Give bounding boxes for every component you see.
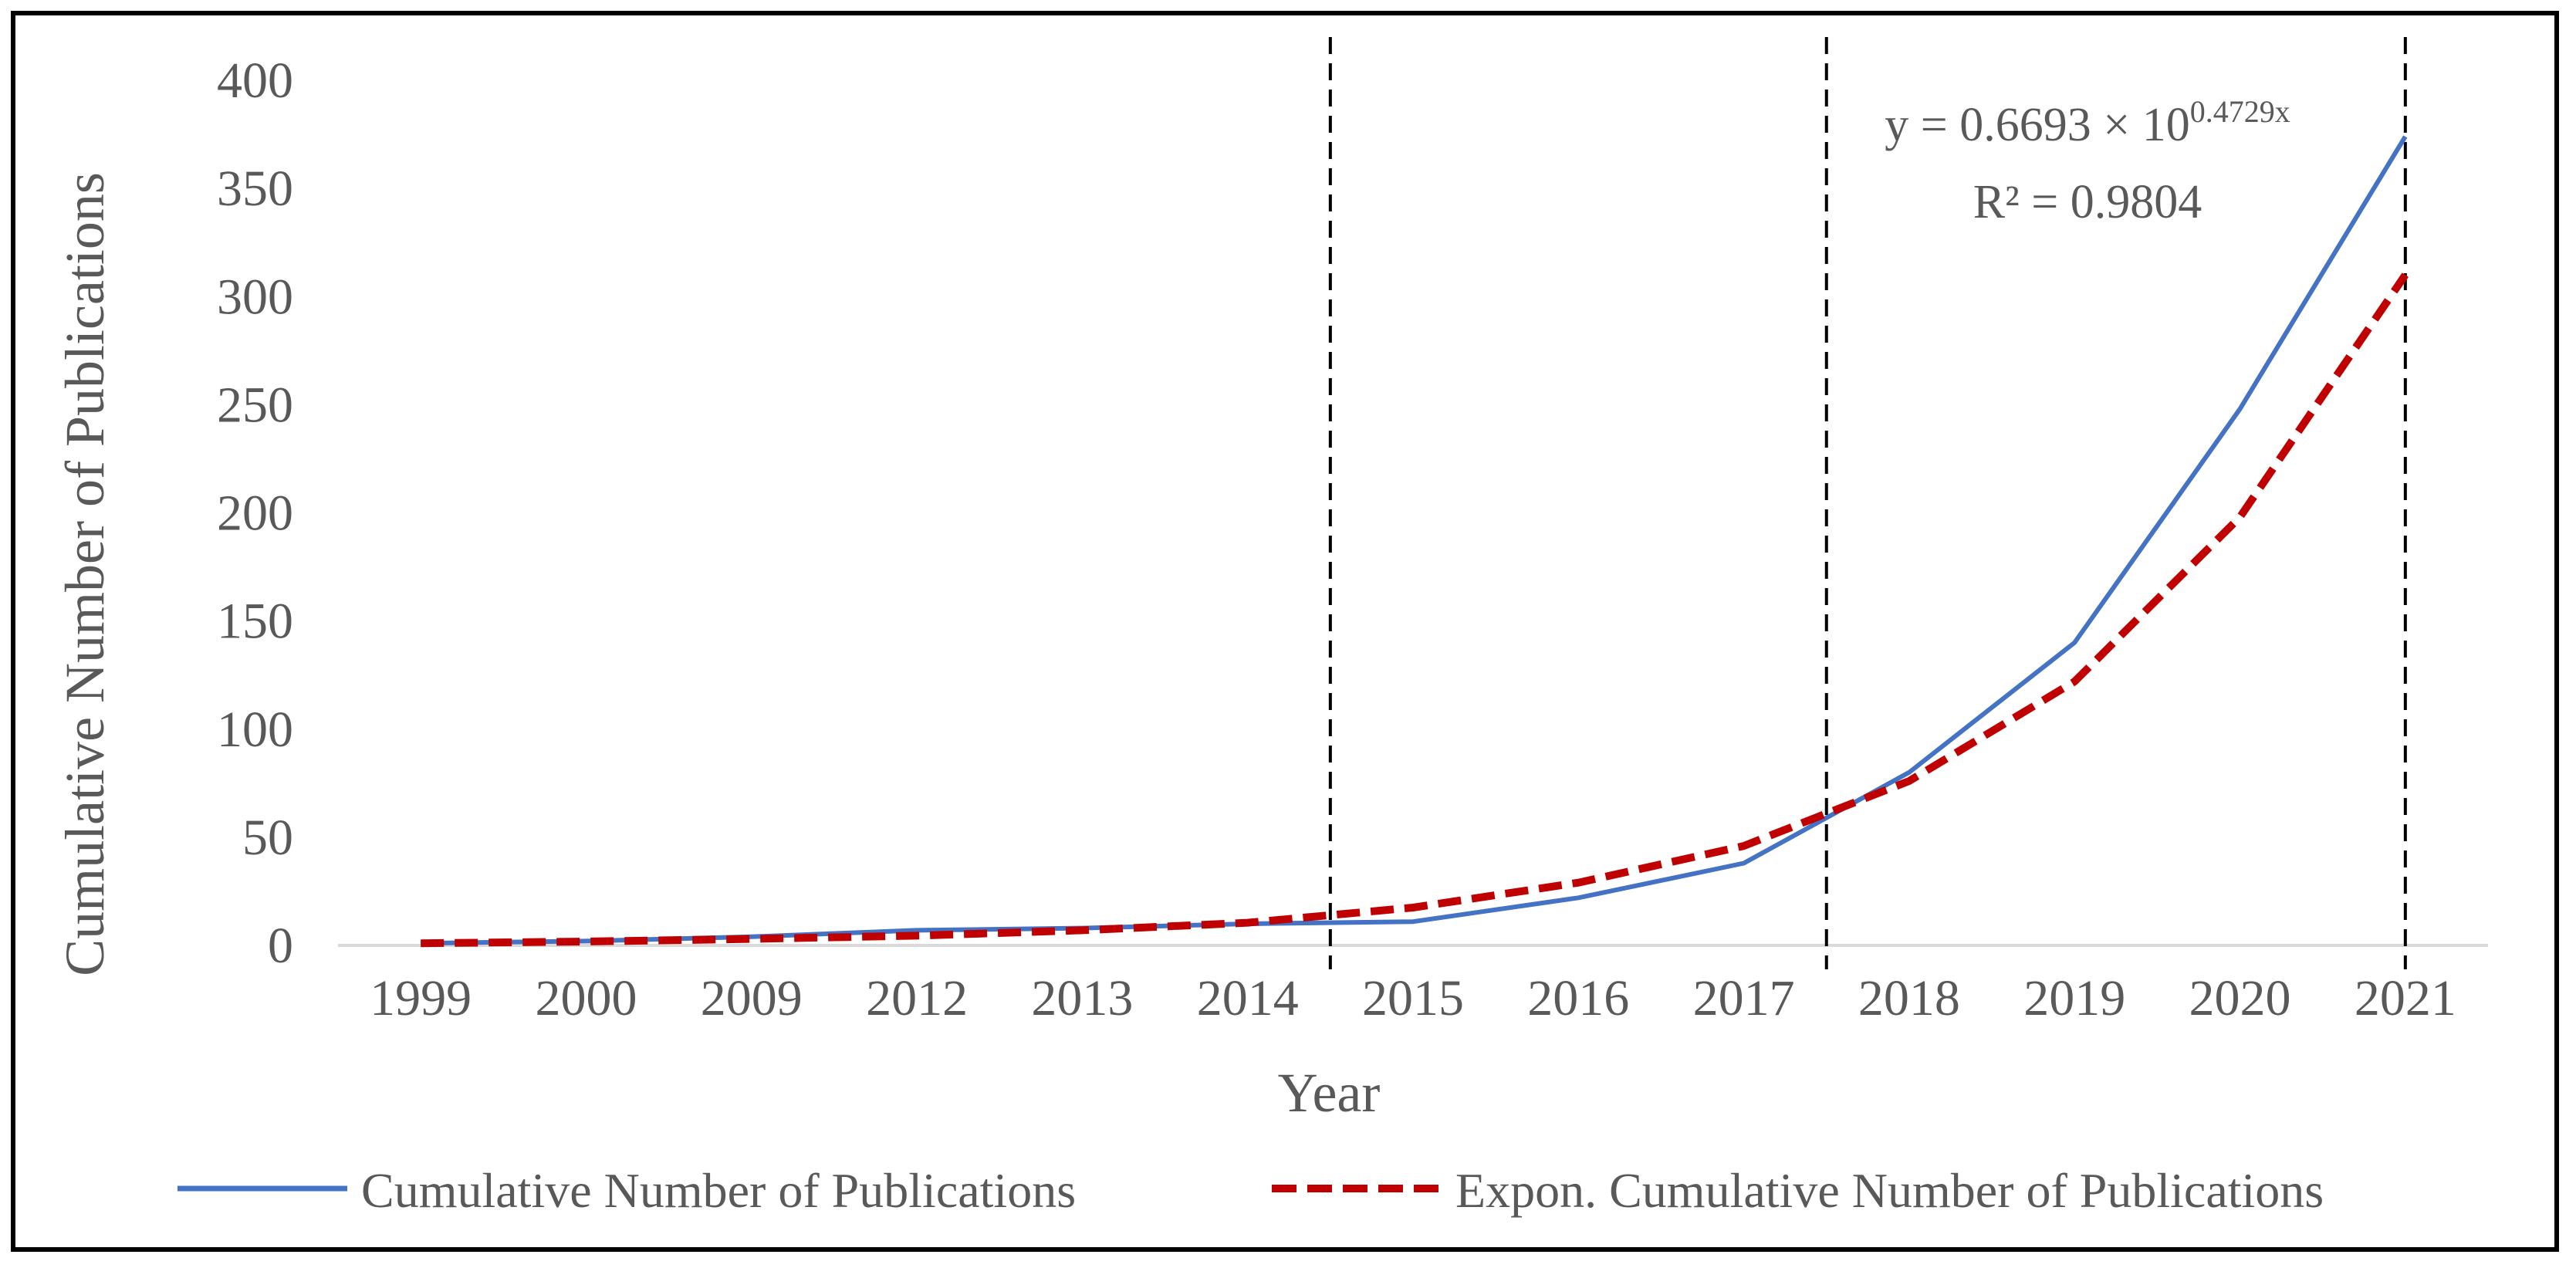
- x-tick-label: 2012: [866, 970, 968, 1026]
- x-tick-label: 2014: [1197, 970, 1299, 1026]
- chart-frame: 0 50 100 150 200 250 300 350 400 1999 2000 2009 201…: [11, 11, 2559, 1252]
- y-tick-label: 100: [217, 702, 293, 758]
- y-tick-label: 50: [242, 810, 293, 866]
- y-axis-ticks: 0 50 100 150 200 250 300 350 400: [217, 52, 293, 974]
- y-tick-label: 200: [217, 485, 293, 542]
- equation-text: y = 0.6693 × 100.4729x: [1885, 94, 2290, 151]
- series-group: [421, 135, 2409, 948]
- vertical-dividers: [1328, 37, 2407, 969]
- trendline-equation: y = 0.6693 × 100.4729x R² = 0.9804: [1885, 94, 2290, 228]
- legend-label-cumulative: Cumulative Number of Publications: [361, 1163, 1076, 1218]
- x-tick-label: 2017: [1693, 970, 1795, 1026]
- x-tick-label: 2020: [2189, 970, 2291, 1026]
- x-axis-ticks: 1999 2000 2009 2012 2013 2014 2015 2016 2017 2018…: [370, 970, 2456, 1026]
- x-tick-label: 1999: [370, 970, 472, 1026]
- y-tick-label: 0: [268, 918, 293, 974]
- legend: Cumulative Number of Publications Expon.…: [177, 1163, 2324, 1218]
- y-tick-label: 150: [217, 593, 293, 650]
- x-axis-label: Year: [1278, 1062, 1381, 1124]
- y-tick-label: 350: [217, 161, 293, 217]
- x-tick-label: 2009: [701, 970, 803, 1026]
- series-line-cumulative: [421, 135, 2408, 946]
- y-tick-label: 250: [217, 377, 293, 433]
- r-squared-text: R² = 0.9804: [1973, 176, 2202, 228]
- series-line-expon: [421, 272, 2409, 948]
- x-tick-label: 2013: [1031, 970, 1133, 1026]
- y-tick-label: 400: [217, 52, 293, 109]
- legend-label-expon: Expon. Cumulative Number of Publications: [1455, 1163, 2324, 1218]
- equation-exponent: 0.4729x: [2190, 94, 2290, 129]
- x-tick-label: 2018: [1858, 970, 1960, 1026]
- x-tick-label: 2016: [1527, 970, 1629, 1026]
- y-axis-label: Cumulative Number of Publications: [54, 172, 116, 976]
- x-tick-label: 2021: [2355, 970, 2456, 1026]
- x-tick-label: 2015: [1362, 970, 1464, 1026]
- x-tick-label: 2000: [535, 970, 637, 1026]
- chart-svg: 0 50 100 150 200 250 300 350 400 1999 2000 2009 201…: [54, 37, 2488, 1218]
- y-tick-label: 300: [217, 269, 293, 325]
- x-tick-label: 2019: [2023, 970, 2125, 1026]
- equation-base: y = 0.6693 × 10: [1885, 99, 2189, 151]
